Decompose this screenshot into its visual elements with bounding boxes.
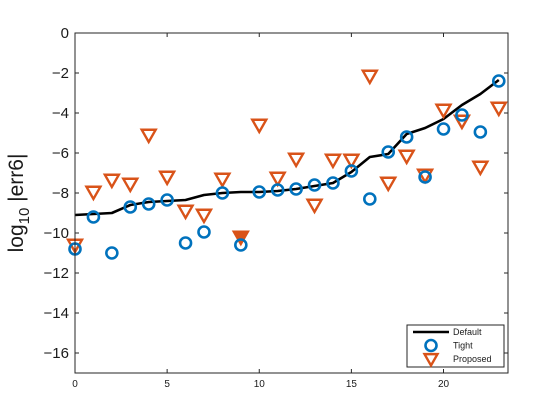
tight-point — [381, 145, 396, 159]
x-tick-label: 5 — [164, 379, 170, 390]
proposed-point — [342, 153, 361, 170]
tight-point — [455, 108, 469, 122]
x-tick-label: 20 — [438, 379, 450, 390]
y-axis-label-subscript: 10 — [16, 208, 33, 225]
tight-point — [363, 192, 377, 206]
proposed-point — [194, 208, 214, 225]
y-tick-label: −14 — [44, 305, 69, 322]
tight-point — [289, 182, 303, 196]
x-tick-label: 10 — [254, 379, 266, 390]
axes-box — [74, 32, 509, 374]
tight-point — [215, 186, 230, 200]
y-axis-label: log10 |err6| — [5, 154, 33, 253]
legend-label: Proposed — [453, 354, 492, 364]
proposed-point — [471, 160, 490, 177]
y-tick-label: −8 — [52, 185, 69, 202]
legend-label: Tight — [453, 341, 473, 351]
y-axis-label-suffix: |err6| — [5, 154, 28, 208]
tight-point — [326, 176, 340, 190]
tight-point — [270, 183, 285, 197]
proposed-point — [176, 204, 195, 221]
y-tick-label: −2 — [52, 65, 69, 82]
tight-point — [141, 197, 156, 211]
tight-point — [197, 225, 211, 239]
y-tick-label: −6 — [52, 145, 69, 162]
tight-point — [307, 178, 322, 192]
tight-point — [234, 238, 248, 252]
proposed-point — [213, 172, 232, 189]
proposed-point — [489, 101, 508, 118]
proposed-point — [397, 149, 416, 166]
proposed-point-filled — [231, 230, 250, 247]
proposed-point — [379, 176, 398, 193]
proposed-point — [250, 118, 269, 135]
proposed-point — [102, 173, 121, 190]
legend-label: Default — [453, 327, 482, 337]
tight-point — [436, 122, 451, 136]
proposed-point — [121, 177, 140, 194]
tight-point — [123, 200, 138, 214]
y-tick-label: −12 — [44, 265, 69, 282]
x-tick-label: 0 — [72, 379, 78, 390]
tight-point — [86, 210, 101, 224]
tight-point — [178, 236, 193, 250]
x-tick-label: 15 — [346, 379, 358, 390]
proposed-point — [360, 69, 379, 86]
y-tick-label: −4 — [52, 105, 69, 122]
proposed-point — [434, 103, 453, 120]
y-tick-label: 0 — [61, 25, 69, 42]
legend-swatch-circle — [424, 338, 438, 353]
proposed-point — [158, 170, 177, 187]
y-tick-label: −10 — [44, 225, 69, 242]
tight-point — [473, 125, 488, 139]
proposed-point — [287, 152, 306, 169]
proposed-point — [84, 185, 103, 202]
tight-point — [418, 170, 432, 184]
tight-point — [344, 164, 359, 178]
tight-point — [105, 246, 119, 260]
legend-swatch-triangle — [422, 352, 440, 368]
proposed-point — [452, 114, 472, 131]
y-tick-label: −16 — [44, 345, 69, 362]
tight-point — [160, 193, 174, 207]
tight-point — [252, 185, 267, 199]
y-axis-label-prefix: log — [5, 224, 28, 252]
plot-area — [65, 69, 508, 260]
legend: Default Tight Proposed — [406, 324, 505, 368]
series-default-line — [74, 78, 500, 217]
proposed-point — [323, 153, 343, 170]
tight-point — [399, 130, 414, 144]
proposed-point — [305, 198, 324, 215]
tight-point — [491, 74, 506, 88]
proposed-point — [268, 171, 287, 188]
proposed-point — [416, 168, 435, 185]
proposed-point — [139, 128, 158, 145]
